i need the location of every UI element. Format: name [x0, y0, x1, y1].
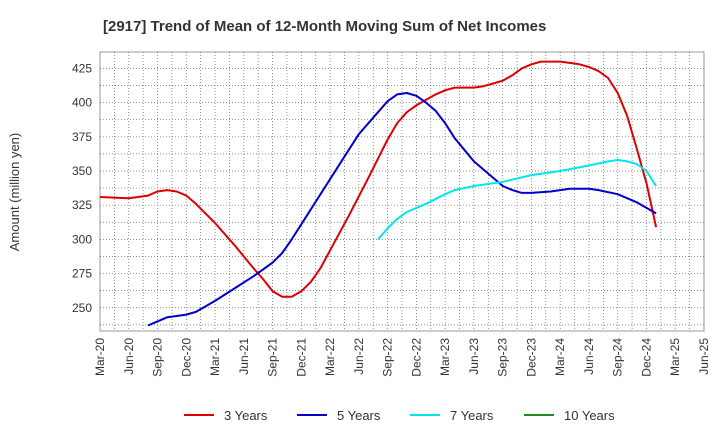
- y-tick-label: 325: [72, 198, 92, 212]
- x-tick-label: Jun-22: [352, 338, 366, 375]
- y-axis: 250 275 300 325 350 375 400 425: [72, 61, 92, 314]
- x-tick-label: Dec-22: [409, 338, 423, 377]
- y-tick-label: 275: [72, 267, 92, 281]
- y-tick-label: 425: [72, 61, 92, 75]
- y-axis-label: Amount (million yen): [7, 133, 22, 252]
- series-line: [147, 92, 657, 327]
- legend-label: 5 Years: [337, 408, 381, 423]
- x-tick-label: Jun-23: [467, 338, 481, 375]
- series-line: [99, 60, 658, 298]
- plot-area: [99, 51, 705, 332]
- x-tick-label: Sep-24: [611, 338, 625, 377]
- y-tick-label: 400: [72, 96, 92, 110]
- x-axis: Mar-20 Jun-20 Sep-20 Dec-20 Mar-21 Jun-21 Sep-…: [93, 338, 711, 377]
- series-line: [377, 159, 657, 241]
- x-tick-label: Mar-24: [553, 338, 567, 376]
- y-tick-label: 250: [72, 301, 92, 315]
- x-tick-label: Dec-20: [179, 338, 193, 377]
- legend-label: 7 Years: [450, 408, 494, 423]
- x-tick-label: Jun-25: [697, 338, 711, 375]
- x-tick-label: Sep-23: [496, 338, 510, 377]
- x-tick-label: Sep-21: [266, 338, 280, 377]
- x-tick-label: Mar-21: [208, 338, 222, 376]
- legend-label: 10 Years: [564, 408, 615, 423]
- x-tick-label: Dec-21: [294, 338, 308, 377]
- chart-title: [2917] Trend of Mean of 12-Month Moving …: [103, 18, 546, 35]
- x-tick-label: Sep-22: [381, 338, 395, 377]
- legend-label: 3 Years: [224, 408, 268, 423]
- x-tick-label: Jun-24: [582, 338, 596, 375]
- x-tick-label: Sep-20: [151, 338, 165, 377]
- x-tick-label: Jun-20: [122, 338, 136, 375]
- x-tick-label: Mar-23: [438, 338, 452, 376]
- y-tick-label: 300: [72, 232, 92, 246]
- x-tick-label: Mar-20: [93, 338, 107, 376]
- x-tick-label: Jun-21: [237, 338, 251, 375]
- legend: 3 Years 5 Years 7 Years 10 Years: [184, 408, 615, 423]
- y-tick-label: 350: [72, 164, 92, 178]
- x-tick-label: Dec-23: [524, 338, 538, 377]
- x-tick-label: Mar-22: [323, 338, 337, 376]
- x-tick-label: Dec-24: [639, 338, 653, 377]
- x-tick-label: Mar-25: [668, 338, 682, 376]
- y-tick-label: 375: [72, 130, 92, 144]
